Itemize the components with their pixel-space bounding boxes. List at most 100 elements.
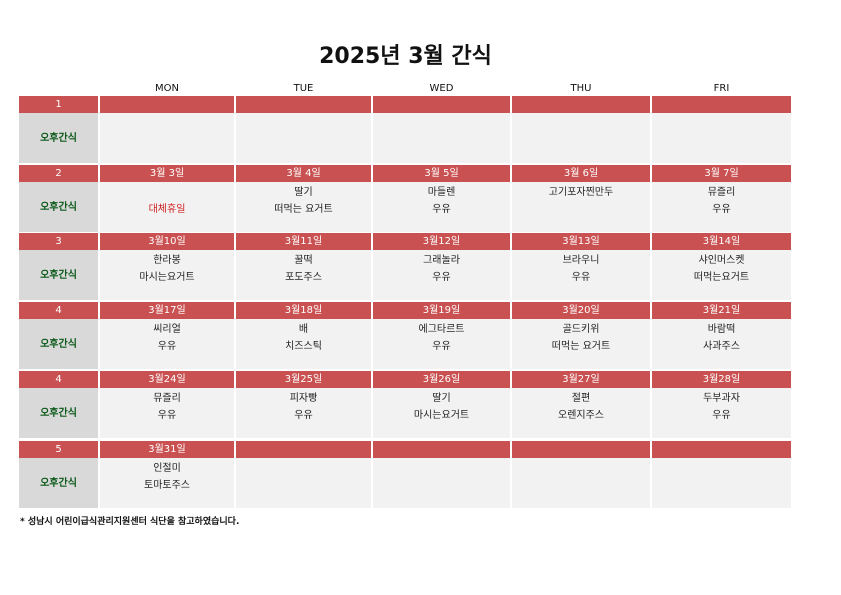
date-cell: 3월13일: [512, 233, 650, 250]
date-cell: [512, 441, 650, 458]
menu-item: 한라봉: [153, 255, 181, 266]
menu-cell: 씨리얼 우유: [100, 319, 234, 369]
menu-cell: [236, 458, 371, 508]
date-cell: [652, 441, 791, 458]
menu-cell: [512, 113, 650, 163]
menu-item: 인절미: [153, 463, 181, 474]
menu-item: 그래놀라: [423, 255, 460, 266]
date-cell: 3월12일: [373, 233, 510, 250]
date-cell: 3월20일: [512, 302, 650, 319]
menu-item: 딸기: [432, 393, 451, 404]
week-number: 5: [19, 441, 98, 458]
menu-item: 우유: [571, 272, 591, 283]
date-cell: 3월19일: [373, 302, 510, 319]
week-number: 4: [19, 371, 98, 388]
menu-item: 절편: [571, 393, 591, 404]
menu-item: 포도주스: [285, 272, 322, 283]
date-cell: 3월11일: [236, 233, 371, 250]
menu-cell: 뮤즐리 우유: [100, 388, 234, 438]
menu-item: 우유: [432, 341, 451, 352]
date-cell: [236, 96, 371, 113]
day-header-mon: MON: [100, 80, 234, 97]
menu-item: 뮤즐리: [153, 393, 181, 404]
date-cell: 3월10일: [100, 233, 234, 250]
menu-item: 떠먹는요거트: [693, 272, 750, 283]
date-cell: 3월25일: [236, 371, 371, 388]
snack-time-label: 오후간식: [19, 250, 98, 300]
snack-time-label: 오후간식: [19, 319, 98, 369]
date-cell: 3월 7일: [652, 165, 791, 182]
menu-item: 사과주스: [703, 341, 740, 352]
date-cell: 3월 5일: [373, 165, 510, 182]
week-number: 2: [19, 165, 98, 182]
date-cell: [373, 96, 510, 113]
menu-cell: 뮤즐리 우유: [652, 182, 791, 232]
day-header-thu: THU: [512, 80, 650, 97]
menu-item: 브라우니: [562, 255, 600, 266]
menu-cell: [373, 113, 510, 163]
date-cell: 3월24일: [100, 371, 234, 388]
week-number: 4: [19, 302, 98, 319]
snack-time-label: 오후간식: [19, 458, 98, 508]
date-cell: [100, 96, 234, 113]
menu-cell: [652, 458, 791, 508]
menu-item: 마시는요거트: [413, 410, 470, 421]
menu-item: 샤인머스켓: [698, 255, 745, 266]
menu-cell: [100, 113, 234, 163]
menu-item: 우유: [712, 204, 731, 215]
menu-item: [100, 184, 234, 201]
menu-item: 대체휴일: [148, 204, 186, 215]
menu-cell: 고기포자찐만두: [512, 182, 650, 232]
page-title: 2025년 3월 간식: [319, 44, 492, 69]
menu-cell: 마들렌 우유: [373, 182, 510, 232]
menu-item: 딸기: [294, 187, 313, 198]
snack-time-label: 오후간식: [19, 388, 98, 438]
date-cell: [373, 441, 510, 458]
menu-item: 배: [298, 324, 309, 335]
menu-item: 우유: [294, 410, 313, 421]
date-cell: [512, 96, 650, 113]
menu-cell: 인절미 토마토주스: [100, 458, 234, 508]
date-cell: 3월14일: [652, 233, 791, 250]
menu-cell: [512, 458, 650, 508]
date-cell: 3월28일: [652, 371, 791, 388]
date-cell: 3월27일: [512, 371, 650, 388]
menu-cell: [236, 113, 371, 163]
day-header-fri: FRI: [652, 80, 791, 97]
menu-item: 꿀떡: [294, 255, 313, 266]
menu-item: 에그타르트: [418, 324, 465, 335]
menu-item: 우유: [712, 410, 731, 421]
menu-item: 떠먹는 요거트: [551, 341, 611, 352]
menu-item: 고기포자찐만두: [548, 187, 614, 198]
menu-item: 씨리얼: [153, 324, 181, 335]
date-cell: 3월26일: [373, 371, 510, 388]
menu-item: 떠먹는 요거트: [274, 204, 333, 215]
menu-item: 마시는요거트: [139, 272, 195, 283]
date-cell: 3월31일: [100, 441, 234, 458]
date-cell: [652, 96, 791, 113]
menu-item: 바람떡: [707, 324, 736, 335]
day-header-tue: TUE: [236, 80, 371, 97]
footnote: * 성남시 어린이급식관리지원센터 식단을 참고하였습니다.: [20, 517, 240, 527]
menu-item: 우유: [432, 272, 451, 283]
menu-cell: 대체휴일: [100, 182, 234, 232]
menu-item: 피자빵: [289, 393, 318, 404]
date-cell: 3월 3일: [100, 165, 234, 182]
date-cell: 3월21일: [652, 302, 791, 319]
date-cell: 3월17일: [100, 302, 234, 319]
menu-item: 오렌지주스: [558, 410, 604, 421]
menu-item: 골드키위: [562, 324, 600, 335]
date-cell: [236, 441, 371, 458]
menu-item: 치즈스틱: [285, 341, 322, 352]
